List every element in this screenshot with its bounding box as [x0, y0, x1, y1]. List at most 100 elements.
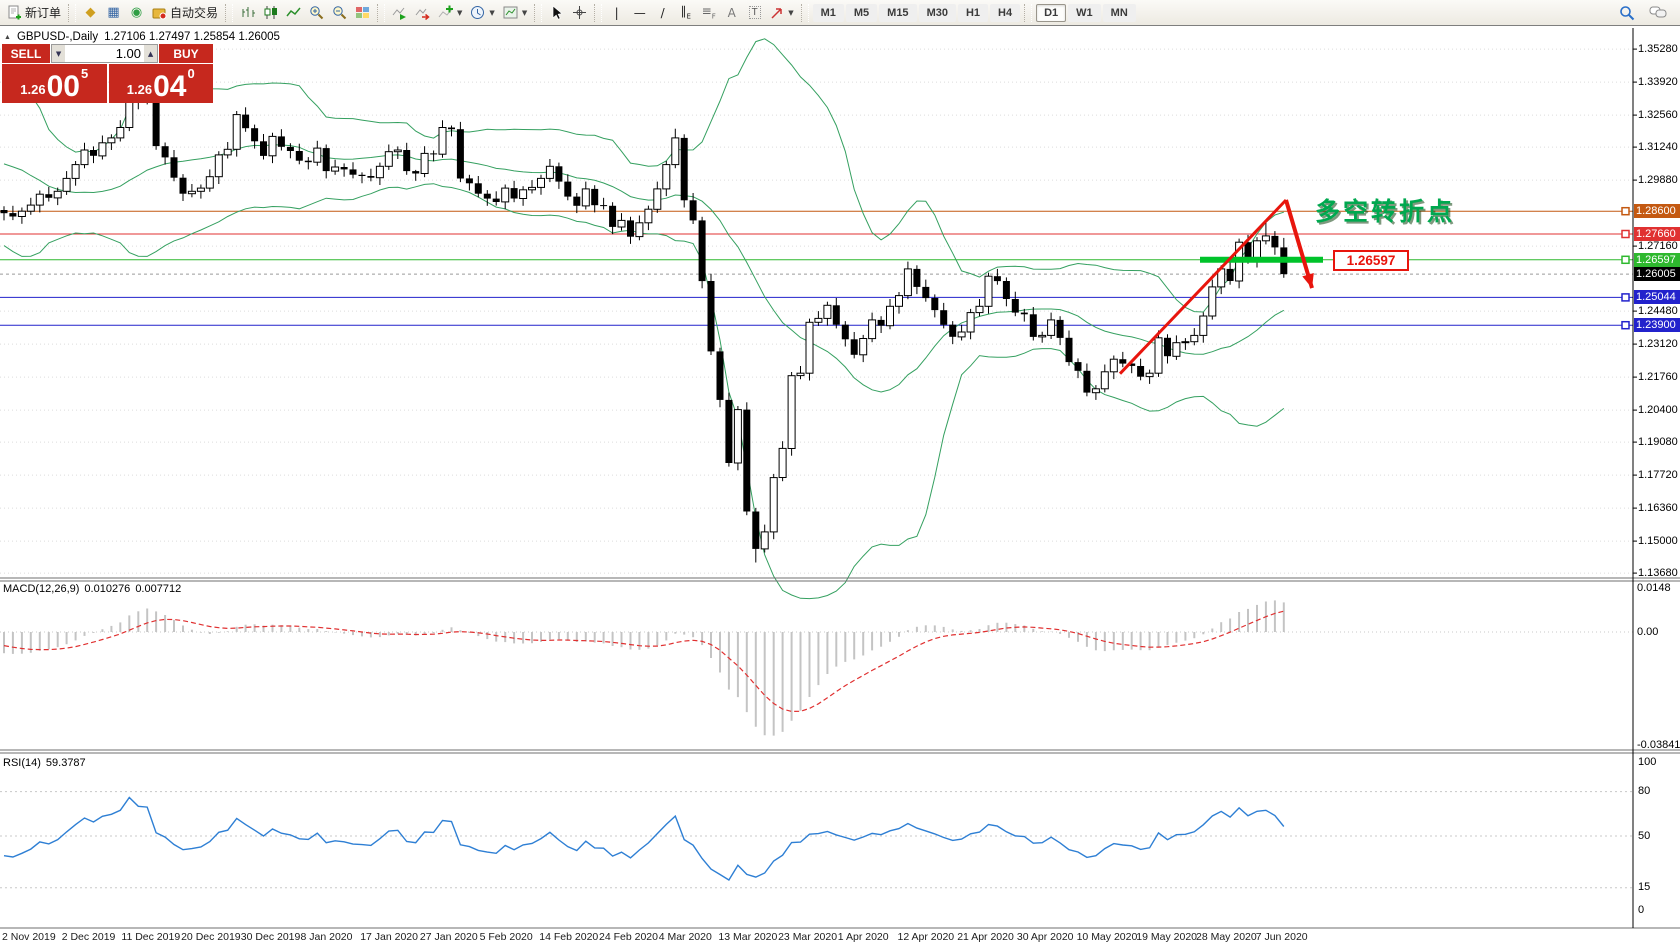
buy-price-panel[interactable]: 1.26 04 0	[108, 64, 213, 103]
vertical-line-tool-button[interactable]: |	[605, 2, 628, 23]
zoom-out-icon	[332, 5, 347, 20]
rsi-name: RSI(14)	[3, 757, 41, 769]
cursor-tool-button[interactable]	[545, 2, 568, 23]
timeframe-button-mn[interactable]: MN	[1102, 3, 1136, 22]
toolbar-right-group	[1615, 2, 1677, 23]
chat-icon	[1649, 5, 1667, 20]
fibonacci-icon: ≡F	[701, 4, 716, 21]
volume-input[interactable]	[65, 45, 144, 62]
new-order-icon	[7, 5, 22, 20]
search-button[interactable]	[1615, 2, 1639, 23]
autotrading-button[interactable]: 自动交易	[148, 2, 222, 23]
chart-shift-button[interactable]	[411, 2, 434, 23]
volume-decrease-button[interactable]: ▼	[52, 45, 65, 62]
trendline-icon: /	[660, 5, 665, 20]
text-label-icon: T	[748, 6, 761, 19]
horizontal-line-icon: —	[633, 5, 646, 20]
zoom-in-button[interactable]	[305, 2, 328, 23]
candlestick-chart-icon	[263, 5, 278, 20]
sell-price-pip: 5	[80, 66, 89, 81]
arrows-icon	[770, 6, 784, 20]
new-order-button[interactable]: 新订单	[3, 2, 65, 23]
text-label-tool-button[interactable]: T	[743, 2, 766, 23]
one-click-trading-panel: SELL ▼ ▲ BUY 1.26 00 5 1.26 04 0	[2, 44, 213, 103]
macd-value-main: 0.010276	[84, 583, 131, 595]
timeframe-button-m1[interactable]: M1	[812, 3, 844, 22]
symbol-period-label: GBPUSD-,Daily	[16, 31, 99, 43]
toolbar-separator	[800, 3, 809, 22]
candlestick-chart-button[interactable]	[259, 2, 282, 23]
chart-shift-icon	[415, 5, 430, 20]
zoom-out-button[interactable]	[328, 2, 351, 23]
sell-price-prefix: 1.26	[20, 82, 46, 97]
text-tool-button[interactable]: A	[720, 2, 743, 23]
clock-icon	[470, 5, 485, 20]
channel-tool-button[interactable]: ∥E	[674, 2, 697, 23]
ohlc-values: 1.27106 1.27497 1.25854 1.26005	[104, 31, 280, 43]
zoom-in-icon	[309, 5, 324, 20]
dropdown-arrow-icon: ▼	[457, 8, 463, 17]
indicators-icon	[438, 5, 454, 20]
sell-price-panel[interactable]: 1.26 00 5	[2, 64, 107, 103]
periods-button[interactable]: ▼	[466, 2, 498, 23]
line-chart-icon	[286, 5, 301, 20]
cursor-icon	[550, 5, 563, 20]
tile-windows-button[interactable]	[351, 2, 374, 23]
timeframe-button-m30[interactable]: M30	[918, 3, 956, 22]
templates-button[interactable]: ▼	[499, 2, 531, 23]
volume-increase-button[interactable]: ▲	[144, 45, 157, 62]
buy-price-big: 04	[153, 70, 187, 103]
timeframe-button-m15[interactable]: M15	[879, 3, 917, 22]
line-chart-button[interactable]	[282, 2, 305, 23]
dropdown-arrow-icon: ▼	[521, 8, 528, 17]
buy-button[interactable]: BUY	[159, 44, 213, 63]
search-icon	[1619, 5, 1635, 21]
crosshair-tool-button[interactable]	[568, 2, 591, 23]
crosshair-icon	[572, 5, 587, 20]
timeframe-button-d1[interactable]: D1	[1036, 3, 1067, 22]
timeframe-button-m5[interactable]: M5	[845, 3, 878, 22]
dropdown-arrow-icon: ▼	[489, 8, 495, 17]
horizontal-line-tool-button[interactable]: —	[628, 2, 651, 23]
data-window-icon: ▦	[107, 5, 120, 20]
fibonacci-tool-button[interactable]: ≡F	[697, 2, 720, 23]
timeframe-button-h1[interactable]: H1	[957, 3, 989, 22]
timeframe-button-w1[interactable]: W1	[1068, 3, 1101, 22]
trendline-tool-button[interactable]: /	[651, 2, 674, 23]
template-icon	[503, 5, 518, 20]
data-window-button[interactable]: ▦	[102, 2, 125, 23]
vertical-line-icon: |	[614, 5, 619, 20]
bar-chart-icon	[240, 5, 256, 20]
turning-point-annotation: 多空转折点	[1315, 198, 1456, 226]
auto-scroll-button[interactable]	[388, 2, 411, 23]
autotrading-label: 自动交易	[170, 6, 219, 20]
toolbar-separator	[68, 3, 77, 22]
tile-windows-icon	[355, 5, 370, 20]
timeframe-group: M1 M5 M15 M30 H1 H4 D1 W1 MN	[812, 3, 1137, 22]
auto-scroll-icon	[392, 5, 407, 20]
chat-button[interactable]	[1645, 2, 1671, 23]
volume-stepper: ▼ ▲	[51, 44, 158, 63]
toolbar-separator	[225, 3, 234, 22]
signals-button[interactable]: ◉	[125, 2, 148, 23]
toolbar-separator	[1024, 3, 1033, 22]
quotes-icon: ◆	[85, 5, 96, 20]
chart-title: ▲ GBPUSD-,Daily 1.27106 1.27497 1.25854 …	[4, 31, 280, 43]
rsi-indicator-label: RSI(14) 59.3787	[3, 757, 86, 769]
macd-indicator-label: MACD(12,26,9) 0.010276 0.007712	[3, 583, 181, 595]
equidistant-channel-icon: ∥E	[680, 4, 691, 21]
window-collapse-icon: ▲	[4, 33, 11, 41]
bar-chart-button[interactable]	[236, 2, 259, 23]
timeframe-button-h4[interactable]: H4	[990, 3, 1021, 22]
quotes-button[interactable]: ◆	[79, 2, 102, 23]
arrows-tool-button[interactable]: ▼	[766, 2, 797, 23]
indicators-button[interactable]: ▼	[434, 2, 466, 23]
autotrading-icon	[152, 6, 167, 20]
dropdown-arrow-icon: ▼	[788, 8, 794, 17]
macd-name: MACD(12,26,9)	[3, 583, 80, 595]
signals-icon: ◉	[130, 5, 143, 20]
buy-price-pip: 0	[187, 66, 195, 81]
sell-button[interactable]: SELL	[2, 44, 50, 63]
